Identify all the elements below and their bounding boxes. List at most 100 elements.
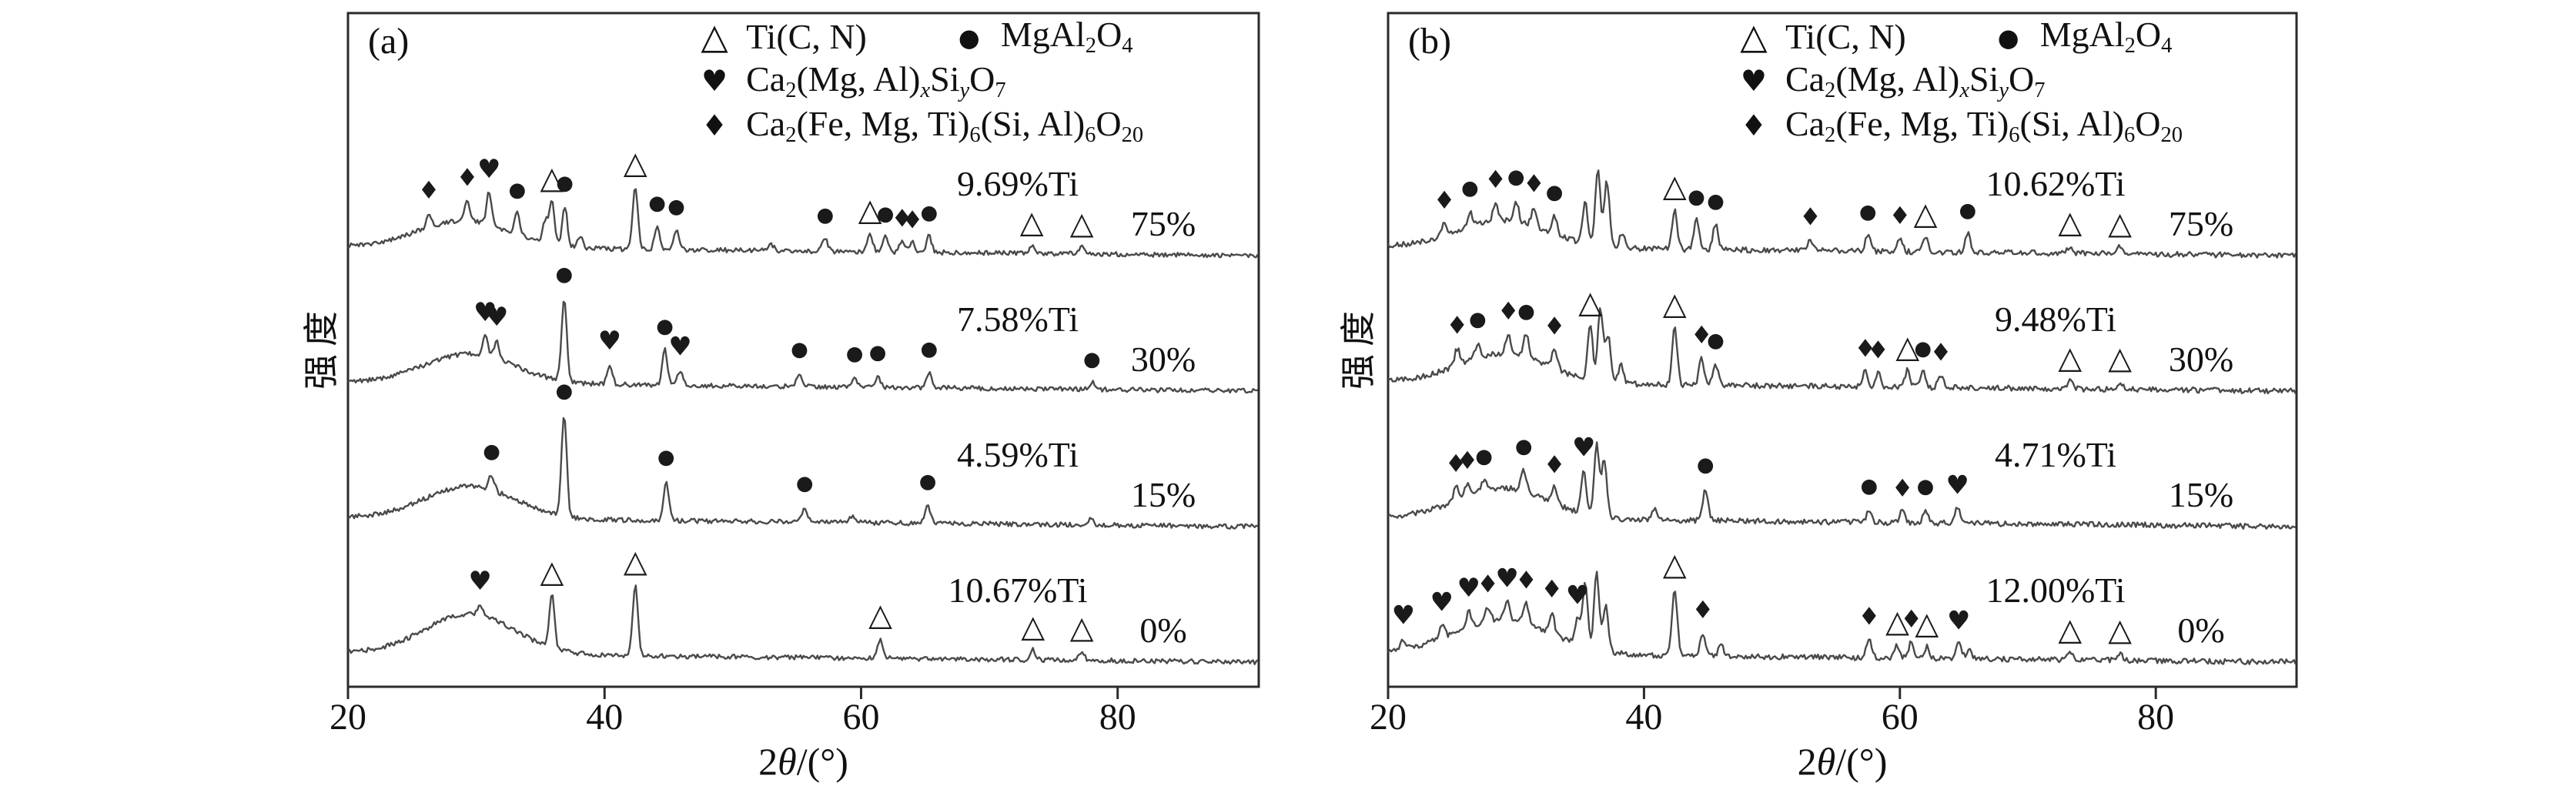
triangle-marker-icon: △ (2108, 613, 2132, 648)
legend-label: Ca2(Fe, Mg, Ti)6(Si, Al)6O20 (746, 103, 1143, 148)
trace-ti-content-label: 9.69%Ti (957, 164, 1079, 203)
circle-marker-icon: ● (509, 179, 527, 202)
diamond-marker-icon: ♦ (1691, 320, 1713, 350)
triangle-marker-icon: △ (858, 192, 882, 228)
legend: △ Ti(C, N) ● MgAl2O4 ♥ Ca2(Mg, Al)xSiyO7 ♦ Ca2(… (1736, 14, 2183, 148)
subscript-text: 2 (1825, 122, 1836, 147)
label-text: MgAl (2039, 15, 2125, 54)
label-text: (Fe, Mg, Ti) (796, 104, 970, 143)
heart-marker-icon: ♥ (1457, 573, 1480, 604)
triangle-marker-icon: △ (1663, 286, 1687, 322)
subscript-text: 4 (2161, 33, 2173, 58)
circle-marker-icon: ● (657, 446, 675, 469)
xrd-trace-line (347, 417, 1259, 530)
heart-marker-icon: ♥ (701, 64, 728, 98)
circle-marker-icon: ● (656, 315, 674, 338)
subscript-text: 2 (785, 78, 797, 102)
label-text: Ca (1785, 104, 1825, 143)
subscript-text: y (959, 78, 970, 102)
subscript-text: 2 (1085, 33, 1097, 58)
legend: △ Ti(C, N) ● MgAl2O4 ♥ Ca2(Mg, Al)xSiyO7 ♦ Ca2(… (697, 14, 1143, 148)
circle-marker-icon: ● (791, 338, 808, 361)
label-text: Ca (746, 59, 786, 99)
label-text: (Fe, Mg, Ti) (1835, 104, 2009, 143)
circle-marker-icon: ● (1707, 329, 1725, 352)
label-text: 2 (758, 740, 778, 783)
label-text: Ti(C, N) (1785, 17, 1906, 56)
diamond-marker-icon: ♦ (701, 109, 728, 142)
circle-marker-icon: ● (1517, 300, 1535, 323)
label-text: Si (930, 59, 960, 99)
xrd-trace-line (347, 300, 1258, 394)
x-axis-label: 2θ/(°) (758, 739, 848, 784)
triangle-marker-icon: △ (1885, 604, 1909, 640)
circle-marker-icon: ● (1461, 177, 1479, 200)
label-text: (Si, Al) (2019, 104, 2125, 143)
circle-marker-icon: ● (483, 440, 500, 463)
label-text: Si (1969, 59, 1999, 99)
label-text: O (1096, 104, 1122, 143)
trace-height-pct-label: 75% (1131, 204, 1196, 243)
circle-marker-icon: ● (1688, 186, 1705, 209)
legend-row: ♥ Ca2(Mg, Al)xSiyO7 (1736, 59, 2183, 103)
diamond-marker-icon: ♦ (1889, 201, 1911, 230)
xrd-trace-line (1387, 169, 2297, 259)
label-text: O (2009, 59, 2035, 99)
legend-label: MgAl2O4 (1001, 14, 1133, 59)
diamond-marker-icon: ♦ (1892, 473, 1914, 503)
x-tick-label: 20 (1370, 697, 1407, 738)
heart-marker-icon: ♥ (1430, 587, 1454, 617)
subscript-text: 7 (995, 78, 1006, 102)
circle-marker-icon: ● (1859, 200, 1877, 223)
diamond-marker-icon: ♦ (1544, 311, 1566, 340)
legend-row: ♥ Ca2(Mg, Al)xSiyO7 (697, 59, 1143, 103)
diamond-marker-icon: ♦ (1446, 311, 1468, 340)
circle-marker-icon: ● (919, 470, 937, 494)
legend-row: △ Ti(C, N) ● MgAl2O4 (697, 14, 1143, 59)
legend-label: Ca2(Fe, Mg, Ti)6(Si, Al)6O20 (1785, 103, 2183, 148)
triangle-marker-icon: △ (2058, 612, 2082, 647)
circle-marker-icon: ● (846, 343, 864, 366)
trace-ti-content-label: 9.48%Ti (1995, 299, 2116, 339)
label-text: O (2135, 104, 2161, 143)
diamond-marker-icon: ♦ (1541, 574, 1563, 604)
triangle-marker-icon: △ (1663, 169, 1687, 204)
legend-entry: ♥ Ca2(Mg, Al)xSiyO7 (1736, 59, 2046, 103)
trace-height-pct-label: 0% (1139, 611, 1186, 650)
x-tick-label: 40 (586, 697, 624, 738)
circle-marker-icon: ● (1697, 453, 1715, 477)
xrd-trace-line (1387, 570, 2297, 665)
panel-a: ♦ ♦ ♥ ● △ ● △ ● ● ● △ ● ♦ ♦ ● △ △ 9.69%Ti 75% ♥ ♥ ● ♥ ● ♥ ● ● ● ● ● 7.… (302, 12, 1260, 784)
triangle-marker-icon: △ (1663, 547, 1687, 583)
subscript-text: 2 (1825, 78, 1836, 102)
legend-label: Ca2(Mg, Al)xSiyO7 (1785, 59, 2046, 103)
subscript-text: 2 (785, 122, 797, 147)
x-tick-label: 60 (842, 697, 880, 738)
legend-label: MgAl2O4 (2040, 14, 2173, 59)
triangle-marker-icon: △ (1914, 196, 1938, 232)
circle-marker-icon: ● (796, 472, 814, 495)
triangle-marker-icon: △ (701, 15, 728, 57)
diamond-marker-icon: ♦ (1523, 169, 1545, 198)
circle-marker-icon: ● (1546, 181, 1564, 204)
diamond-marker-icon: ♦ (1900, 604, 1922, 634)
legend-label: Ti(C, N) (746, 16, 867, 57)
trace-ti-content-label: 4.59%Ti (957, 435, 1079, 474)
heart-marker-icon: ♥ (668, 331, 691, 362)
circle-marker-icon: ● (1083, 348, 1101, 371)
trace-height-pct-label: 30% (1131, 340, 1196, 379)
circle-marker-icon: ● (920, 338, 938, 361)
triangle-marker-icon: △ (1020, 205, 1044, 240)
diamond-marker-icon: ♦ (1740, 109, 1767, 142)
panel-tag-b: (b) (1408, 21, 1451, 62)
label-text: (Mg, Al) (796, 59, 921, 99)
circle-marker-icon: ● (958, 23, 980, 52)
triangle-marker-icon: △ (2108, 206, 2132, 242)
diamond-marker-icon: ♦ (1477, 570, 1499, 599)
diamond-marker-icon: ♦ (1457, 446, 1479, 475)
label-text: Ca (746, 104, 786, 143)
heart-marker-icon: ♥ (473, 297, 497, 328)
circle-marker-icon: ● (1507, 166, 1525, 189)
trace-ti-content-label: 10.67%Ti (948, 570, 1087, 610)
